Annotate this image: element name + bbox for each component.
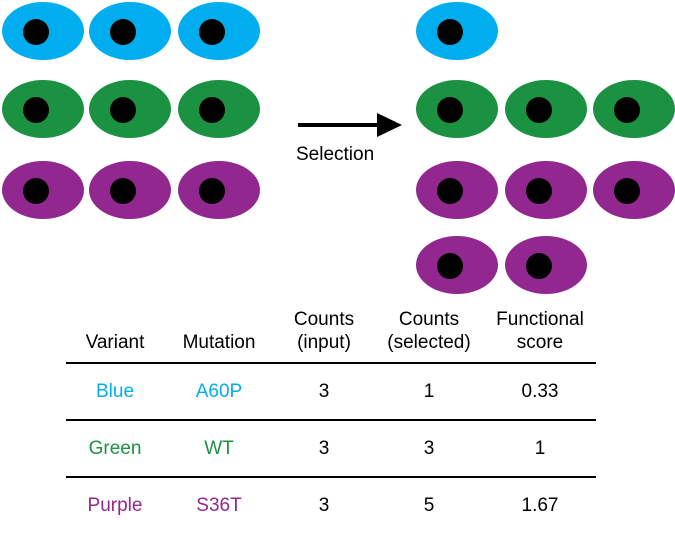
nucleus-icon	[526, 97, 552, 123]
header-mutation: Mutation	[182, 332, 256, 353]
nucleus-icon	[437, 178, 463, 204]
mutation-cell: WT	[164, 419, 274, 477]
nucleus-icon	[110, 97, 136, 123]
blue-cell	[416, 2, 498, 60]
green-cell	[416, 80, 498, 138]
nucleus-icon	[199, 97, 225, 123]
selected-population	[416, 2, 675, 294]
purple-cell	[89, 161, 171, 219]
counts-input-cell: 3	[274, 476, 374, 533]
counts-input-cell: 3	[274, 362, 374, 420]
counts-selected-cell: 3	[374, 419, 484, 477]
functional-score-cell: 0.33	[484, 362, 596, 420]
table-header-row: Variant Mutation Counts (input) Counts (se…	[66, 308, 596, 363]
counts-input-cell: 3	[274, 419, 374, 477]
nucleus-icon	[526, 178, 552, 204]
blue-cell	[178, 2, 260, 60]
purple-cell	[593, 161, 675, 219]
counts-selected-cell: 5	[374, 476, 484, 533]
nucleus-icon	[526, 253, 552, 279]
selection-label: Selection	[296, 144, 375, 165]
green-cell	[2, 80, 84, 138]
nucleus-icon	[110, 19, 136, 45]
nucleus-icon	[437, 97, 463, 123]
nucleus-icon	[23, 19, 49, 45]
table-row: Purple S36T 3 5 1.67	[66, 476, 596, 533]
nucleus-icon	[437, 19, 463, 45]
functional-score-cell: 1.67	[484, 476, 596, 533]
green-cell	[505, 80, 587, 138]
mutation-cell: S36T	[164, 476, 274, 533]
nucleus-icon	[23, 97, 49, 123]
nucleus-icon	[614, 97, 640, 123]
functional-score-cell: 1	[484, 419, 596, 477]
nucleus-icon	[23, 178, 49, 204]
purple-cell	[2, 161, 84, 219]
variant-cell: Blue	[66, 362, 164, 420]
blue-cell	[89, 2, 171, 60]
header-counts-selected: Counts (selected)	[387, 309, 471, 353]
header-variant: Variant	[85, 332, 145, 353]
variant-cell: Purple	[66, 476, 164, 533]
table-row: Blue A60P 3 1 0.33	[66, 362, 596, 420]
nucleus-icon	[437, 253, 463, 279]
green-cell	[89, 80, 171, 138]
cell-population-diagram	[2, 2, 675, 294]
green-cell	[593, 80, 675, 138]
green-cell	[178, 80, 260, 138]
selection-arrow	[298, 113, 402, 137]
functional-score-table: Variant Mutation Counts (input) Counts (se…	[66, 308, 596, 533]
nucleus-icon	[199, 178, 225, 204]
header-functional-score: Functional score	[496, 309, 584, 353]
purple-cell	[416, 236, 498, 294]
nucleus-icon	[199, 19, 225, 45]
counts-selected-cell: 1	[374, 362, 484, 420]
nucleus-icon	[110, 178, 136, 204]
purple-cell	[178, 161, 260, 219]
nucleus-icon	[614, 178, 640, 204]
table-row: Green WT 3 3 1	[66, 419, 596, 477]
mutation-cell: A60P	[164, 362, 274, 420]
purple-cell	[505, 236, 587, 294]
input-population	[2, 2, 260, 219]
blue-cell	[2, 2, 84, 60]
purple-cell	[416, 161, 498, 219]
variant-cell: Green	[66, 419, 164, 477]
header-counts-input: Counts (input)	[293, 309, 355, 353]
purple-cell	[505, 161, 587, 219]
